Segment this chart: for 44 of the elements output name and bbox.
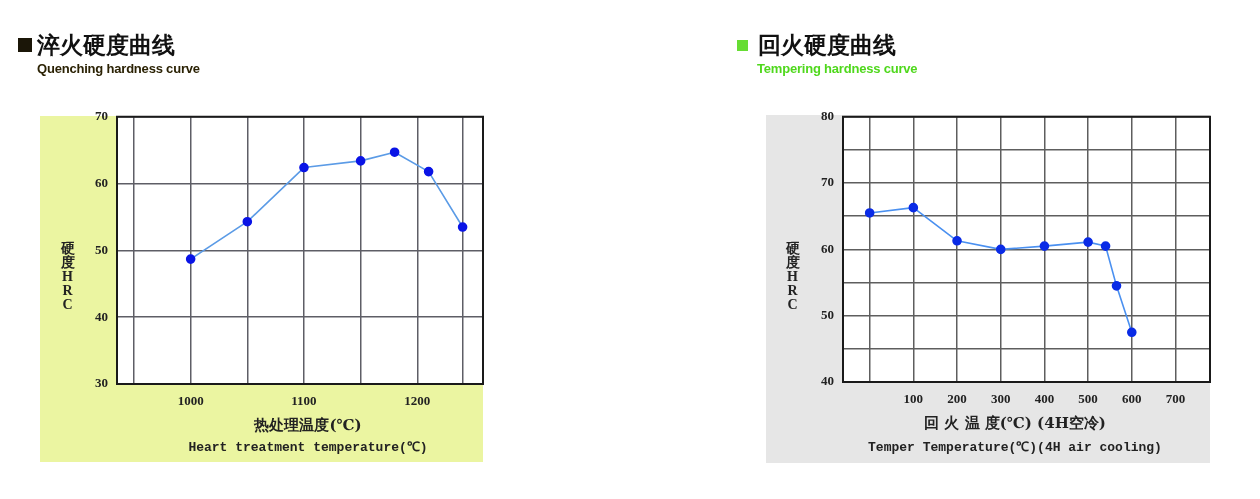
x-tick-label: 300 bbox=[990, 391, 1011, 407]
x-axis-title: 热处理温度(℃) Heart treatment temperature(℃) bbox=[187, 416, 429, 456]
x-tick-label: 200 bbox=[947, 391, 967, 407]
point bbox=[299, 162, 309, 173]
x-tick-label: 1100 bbox=[291, 393, 317, 409]
y-tick-label: 40 bbox=[95, 308, 108, 324]
y-tick-label: 30 bbox=[95, 375, 108, 391]
chart-title: 淬火硬度曲线 bbox=[37, 32, 175, 58]
point bbox=[1126, 327, 1137, 338]
y-tick-label: 70 bbox=[95, 108, 108, 124]
x-tick-label: 700 bbox=[1165, 391, 1186, 407]
point bbox=[908, 202, 919, 213]
y-tick-label: 50 bbox=[821, 307, 834, 323]
point bbox=[423, 166, 434, 177]
y-tick-label: 60 bbox=[95, 174, 108, 190]
x-tick-label: 100 bbox=[903, 391, 924, 407]
y-axis-title: 硬度HRC bbox=[60, 241, 75, 312]
x-tick-label: 1200 bbox=[404, 393, 431, 409]
point bbox=[355, 156, 366, 166]
point bbox=[1111, 281, 1122, 291]
y-tick-label: 70 bbox=[821, 174, 834, 190]
x-tick-label: 600 bbox=[1122, 391, 1142, 407]
point bbox=[995, 244, 1006, 255]
point bbox=[185, 254, 196, 264]
y-tick-label: 80 bbox=[821, 108, 834, 124]
y-tick-label: 40 bbox=[821, 373, 834, 389]
point bbox=[457, 222, 468, 232]
y-axis-title: 硬度HRC bbox=[785, 241, 800, 312]
point bbox=[242, 216, 253, 227]
x-axis-title: 回 火 温 度(℃) (4H空冷) Temper Temperature(℃)(4H air cooling) bbox=[867, 414, 1163, 456]
x-tick-label: 1000 bbox=[177, 393, 204, 409]
point bbox=[864, 208, 875, 218]
x-tick-label: 400 bbox=[1034, 391, 1055, 407]
y-tick-label: 50 bbox=[95, 241, 108, 257]
point bbox=[389, 147, 400, 157]
y-tick-label: 60 bbox=[821, 240, 834, 256]
point bbox=[952, 235, 962, 246]
point bbox=[1039, 241, 1050, 251]
x-tick-label: 500 bbox=[1078, 391, 1098, 407]
chart-subtitle: Tempering hardness curve bbox=[757, 61, 918, 77]
point bbox=[1083, 237, 1093, 247]
chart-subtitle: Quenching hardness curve bbox=[37, 61, 200, 77]
chart-title: 回火硬度曲线 bbox=[758, 32, 896, 58]
point bbox=[1100, 241, 1111, 251]
